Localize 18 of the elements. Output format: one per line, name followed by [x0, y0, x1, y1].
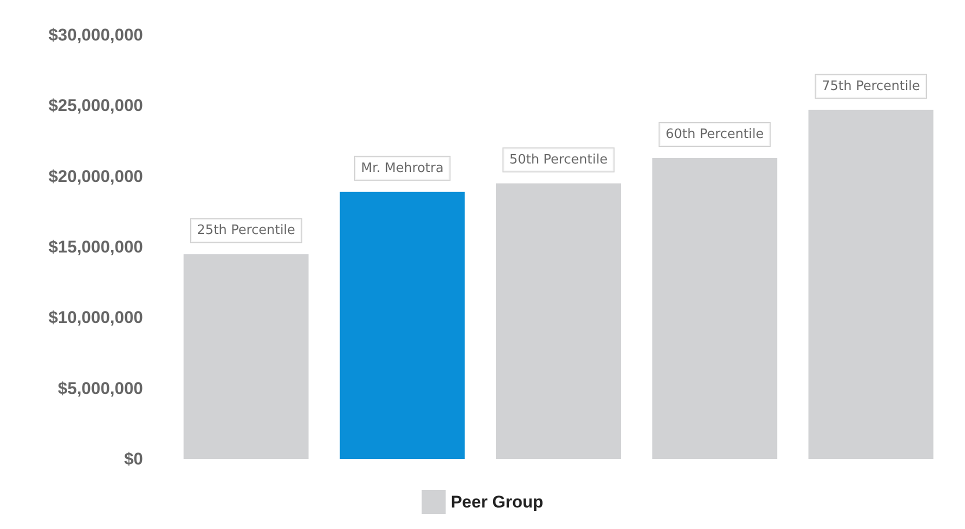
bar	[184, 254, 309, 459]
annotation: 60th Percentile	[666, 126, 764, 142]
bar	[652, 158, 778, 459]
annotation: Mr. Mehrotra	[361, 160, 444, 176]
y-tick-label: $15,000,000	[48, 238, 143, 256]
y-tick-label: $30,000,000	[48, 26, 143, 44]
y-tick-label: $25,000,000	[48, 96, 143, 116]
y-tick-label: $20,000,000	[48, 166, 143, 186]
y-tick-label: $0	[124, 450, 143, 468]
bar	[808, 110, 934, 459]
annotation: 75th Percentile	[822, 78, 920, 94]
y-tick-label: $10,000,000	[48, 308, 143, 328]
annotation: 50th Percentile	[509, 152, 608, 168]
bar	[496, 183, 621, 459]
y-tick-label: $5,000,000	[58, 378, 143, 398]
annotation: 25th Percentile	[197, 223, 296, 238]
legend-label: Peer Group	[450, 492, 544, 512]
bar	[340, 192, 465, 459]
